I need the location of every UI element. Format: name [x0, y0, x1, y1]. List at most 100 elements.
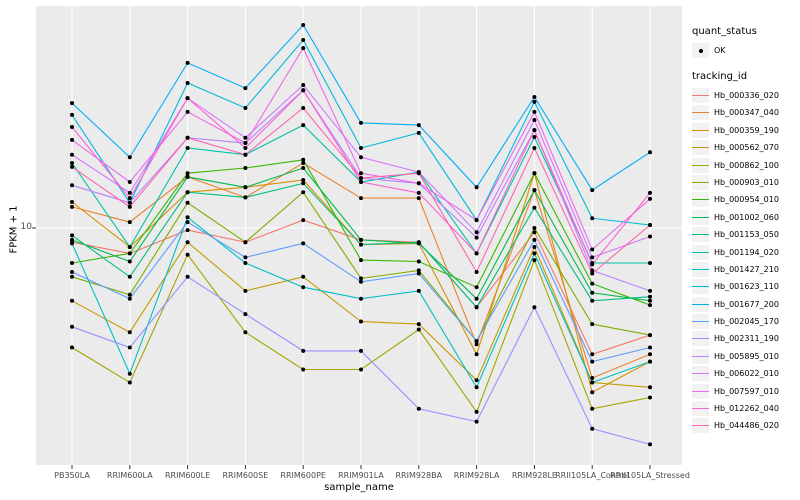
data-point: [70, 183, 74, 188]
data-point: [70, 237, 74, 242]
x-axis-tick-label: RRIM928LE: [512, 471, 557, 480]
data-point: [532, 258, 537, 263]
data-point: [590, 268, 595, 273]
data-point: [590, 390, 595, 395]
data-point: [474, 409, 479, 414]
data-point: [301, 161, 306, 165]
data-point: [590, 359, 595, 364]
legend-key-box: [692, 366, 709, 382]
legend-item: Hb_000336_020: [692, 87, 798, 104]
data-point: [185, 81, 190, 85]
legend-key-box: [692, 279, 709, 295]
data-point: [648, 385, 652, 390]
data-point: [70, 298, 74, 303]
data-point: [243, 240, 248, 245]
data-point: [70, 261, 74, 265]
data-point: [70, 164, 74, 169]
data-point: [185, 96, 190, 101]
data-point: [590, 262, 595, 267]
legend-line-swatch: [692, 373, 709, 375]
data-point: [590, 216, 595, 221]
data-point: [185, 240, 190, 245]
data-point: [127, 292, 132, 297]
data-point: [185, 228, 190, 233]
data-point: [301, 46, 306, 51]
x-axis-tick-label: RRIM901LA: [338, 471, 384, 480]
data-point: [185, 60, 190, 65]
data-point: [301, 190, 306, 195]
data-point: [474, 352, 479, 357]
legend-item-label: OK: [714, 46, 726, 55]
data-point: [532, 245, 537, 249]
data-point: [590, 290, 595, 295]
data-point: [185, 220, 190, 225]
data-point: [243, 195, 248, 200]
data-point: [359, 279, 363, 284]
legend-item: Hb_000347_040: [692, 104, 798, 121]
legend-line-swatch: [692, 147, 709, 149]
data-point: [359, 319, 363, 324]
legend-item: Hb_002311_190: [692, 330, 798, 347]
data-point: [127, 330, 132, 335]
data-point: [590, 188, 595, 193]
data-point: [474, 218, 479, 223]
legend-key-box: [692, 227, 709, 243]
data-point: [532, 205, 537, 210]
data-point: [301, 157, 306, 162]
data-point: [416, 322, 421, 327]
x-axis-tick-label: RRIM928BA: [395, 471, 442, 480]
data-point: [648, 395, 652, 400]
data-point: [301, 218, 306, 223]
data-point: [301, 348, 306, 353]
data-point: [301, 178, 306, 182]
data-point: [648, 333, 652, 338]
data-point: [532, 135, 537, 139]
data-point: [648, 288, 652, 293]
data-point: [416, 130, 421, 135]
data-point: [70, 200, 74, 204]
data-point: [127, 190, 132, 195]
legend-line-swatch: [692, 129, 709, 131]
data-point: [127, 196, 132, 201]
legend-key-box: [692, 314, 709, 330]
data-point: [359, 348, 363, 353]
data-point: [359, 276, 363, 281]
legend-line-swatch: [692, 199, 709, 201]
data-point: [243, 288, 248, 293]
data-point: [532, 146, 537, 150]
data-point: [416, 406, 421, 411]
legend-item: Hb_001153_050: [692, 226, 798, 243]
data-point: [474, 385, 479, 390]
data-point: [359, 237, 363, 242]
data-point: [243, 146, 248, 150]
data-point: [70, 274, 74, 279]
data-point: [185, 274, 190, 279]
data-point: [70, 101, 74, 106]
legend-item-label: Hb_000562_070: [714, 143, 779, 153]
data-point: [474, 342, 479, 347]
data-point: [648, 234, 652, 239]
data-point: [648, 303, 652, 308]
legend-item-ok: OK: [692, 42, 798, 59]
legend-line-swatch: [692, 425, 709, 427]
legend-item-label: Hb_000347_040: [714, 108, 779, 118]
data-point: [185, 109, 190, 114]
legend-item-label: Hb_012262_040: [714, 404, 779, 414]
legend-key-box: [692, 43, 709, 58]
legend-item-label: Hb_005895_010: [714, 351, 779, 361]
legend-item: Hb_000903_010: [692, 174, 798, 191]
legend-item-label: Hb_007597_010: [714, 386, 779, 396]
data-point: [243, 141, 248, 145]
legend-item: Hb_001427_210: [692, 261, 798, 278]
legend-item-label: Hb_001153_050: [714, 230, 779, 240]
data-point: [532, 109, 537, 114]
data-point: [301, 367, 306, 372]
legend-key-box: [692, 348, 709, 364]
legend-tracking-id-title: tracking_id: [692, 71, 748, 82]
data-point: [648, 223, 652, 227]
data-point: [532, 305, 537, 310]
legend-line-swatch: [692, 355, 709, 357]
data-point: [185, 190, 190, 195]
panel-background: [36, 6, 682, 465]
